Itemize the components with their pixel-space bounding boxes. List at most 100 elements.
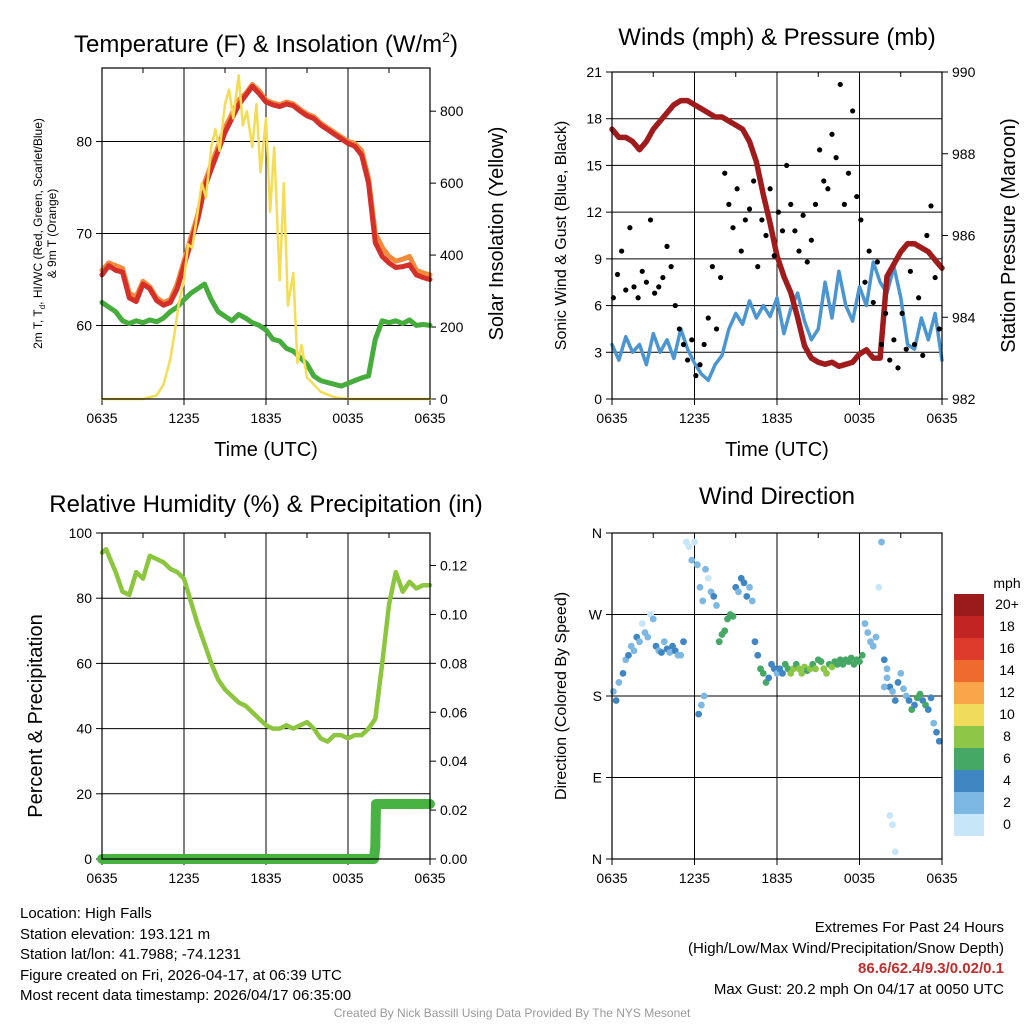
direction-point [677, 651, 685, 659]
x-tick-label: 0035 [332, 870, 363, 886]
colorbar-swatch [954, 594, 984, 616]
y-axis-label: Percent & Precipitation [25, 614, 47, 817]
direction-point [721, 627, 729, 635]
direction-point [666, 649, 674, 656]
y2-tick-label: 200 [440, 319, 464, 335]
gust-point [680, 341, 687, 348]
y-tick-label: 0 [594, 391, 602, 407]
direction-point [869, 642, 877, 650]
gust-point [751, 178, 757, 184]
direction-point [872, 633, 880, 641]
y2-axis-label: Station Pressure (Maroon) [998, 118, 1020, 353]
direction-point [660, 638, 668, 646]
direction-point [880, 683, 888, 691]
gust-point [796, 248, 802, 254]
colorbar-label: 2 [1003, 794, 1011, 810]
colorbar-label: 20+ [995, 596, 1019, 612]
y2-tick-label: 600 [440, 175, 464, 191]
colorbar-label: 14 [999, 662, 1015, 678]
gust-point [643, 279, 649, 285]
station-info: Location: High Falls Station elevation: … [20, 904, 351, 1007]
colorbar-label: 16 [999, 640, 1015, 656]
gust-point [709, 264, 715, 270]
direction-point [883, 665, 891, 673]
x-tick-label: 1235 [679, 870, 710, 886]
colorbar-swatch [954, 616, 984, 638]
direction-point [847, 654, 855, 662]
direction-point [916, 690, 924, 698]
direction-point [704, 574, 712, 582]
chart-title: Wind Direction [699, 483, 855, 510]
gust-point [837, 81, 843, 88]
gust-point [639, 268, 645, 274]
colorbar-label: 12 [999, 684, 1015, 700]
y2-tick-label: 0 [440, 391, 448, 407]
direction-point [748, 597, 756, 605]
gust-point [672, 302, 678, 309]
y-tick-label: 15 [586, 157, 602, 173]
gust-point [825, 186, 831, 192]
gust-point [763, 232, 769, 239]
y2-tick-label: 0.12 [440, 558, 467, 574]
y-axis-label: Sonic Wind & Gust (Blue, Black) [553, 121, 570, 350]
gust-point [713, 326, 720, 332]
extremes-legend: (High/Low/Max Wind/Precipitation/Snow De… [688, 939, 1004, 957]
direction-panel: Wind Direction 0635 1235 1835 0035 0635 N E S W N D… [553, 483, 1021, 886]
direction-point [609, 688, 617, 695]
gust-point [734, 186, 740, 192]
direction-point [880, 656, 888, 664]
direction-point [710, 592, 718, 600]
y2-tick-label: 0.10 [440, 606, 467, 622]
x-tick-label: 0635 [86, 410, 117, 426]
y-tick-label: 12 [586, 204, 602, 220]
gust-point [627, 225, 633, 231]
direction-point [779, 669, 786, 677]
direction-point [878, 538, 885, 546]
gust-point [631, 284, 637, 290]
direction-point [699, 597, 707, 605]
x-tick-label: 1235 [168, 410, 199, 426]
station-latlon: Station lat/lon: 41.7988; -74.1231 [20, 946, 242, 963]
x-tick-label: 1835 [761, 870, 792, 886]
y2-tick-label: 800 [440, 103, 464, 119]
gust-point [676, 326, 682, 332]
colorbar-swatch [954, 704, 984, 726]
gust-point [722, 170, 728, 176]
y2-tick-label: 986 [952, 228, 976, 244]
gust-point [911, 341, 918, 348]
colorbar-swatch [954, 726, 984, 748]
gust-point [833, 155, 839, 161]
colorbar-swatch [954, 682, 984, 704]
gust-point [829, 131, 835, 137]
precip-point [370, 841, 381, 852]
gust-point [755, 264, 761, 270]
y2-axis-label: Solar Insolation (Yellow) [486, 127, 508, 341]
y2-tick-label: 0.02 [440, 802, 467, 818]
direction-point [935, 737, 943, 745]
gust-point [693, 373, 699, 379]
direction-point [697, 701, 705, 709]
x-axis-label: Time (UTC) [214, 439, 318, 461]
figure-created: Figure created on Fri, 2026-04-17, at 06… [20, 966, 342, 984]
max-gust: Max Gust: 20.2 mph On 04/17 at 0050 UTC [713, 980, 1004, 998]
gust-point [862, 279, 868, 285]
colorbar-swatch [954, 660, 984, 682]
y-tick-label: E [593, 770, 602, 786]
x-tick-label: 0635 [414, 410, 445, 426]
gust-point [718, 274, 724, 281]
series-2m-t [99, 83, 433, 308]
gust-point [932, 274, 938, 281]
x-tick-label: 1835 [761, 410, 792, 426]
series-relative-humidity [99, 547, 433, 744]
gust-point [883, 310, 889, 316]
x-tick-label: 0635 [414, 870, 445, 886]
direction-point [891, 697, 899, 704]
x-tick-label: 0635 [926, 410, 957, 426]
gust-point [788, 201, 794, 207]
x-axis-label: Time (UTC) [725, 439, 829, 461]
gust-point [738, 248, 744, 254]
chart-title: Winds (mph) & Pressure (mb) [618, 24, 935, 51]
gust-point [771, 253, 777, 259]
direction-point [713, 602, 720, 609]
